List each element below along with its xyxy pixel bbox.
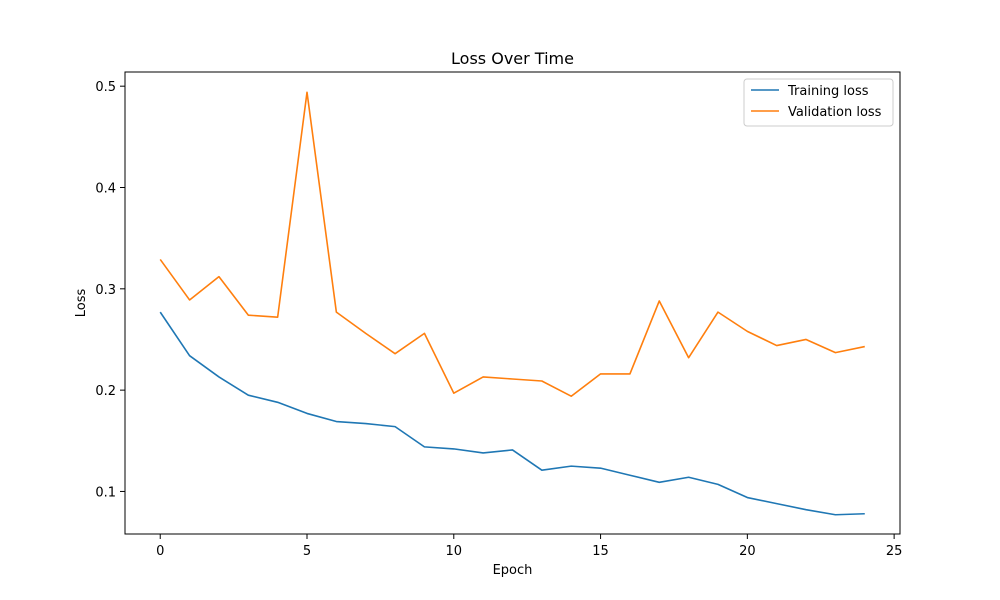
y-tick-label: 0.5 bbox=[95, 80, 116, 95]
y-tick-label: 0.4 bbox=[95, 182, 116, 197]
legend: Training loss Validation loss bbox=[743, 78, 894, 127]
y-tick-label: 0.2 bbox=[95, 384, 116, 399]
x-tick-label: 25 bbox=[886, 544, 903, 559]
legend-label: Validation loss bbox=[788, 105, 882, 120]
legend-label: Training loss bbox=[787, 84, 869, 99]
y-axis-label: Loss bbox=[74, 289, 89, 318]
x-axis-label: Epoch bbox=[493, 563, 533, 578]
x-tick-label: 15 bbox=[592, 544, 609, 559]
plot-area: 0 5 10 15 20 25 0.1 0.2 0.3 0.4 0.5 bbox=[95, 71, 903, 559]
x-tick-label: 5 bbox=[303, 544, 311, 559]
x-tick-label: 20 bbox=[739, 544, 756, 559]
y-tick-label: 0.1 bbox=[95, 485, 116, 500]
x-tick-label: 10 bbox=[446, 544, 463, 559]
x-tick-label: 0 bbox=[156, 544, 164, 559]
series-line-training-loss bbox=[159, 311, 865, 516]
series-line-validation-loss bbox=[159, 91, 865, 398]
legend-box bbox=[743, 78, 894, 127]
y-tick-label: 0.3 bbox=[95, 283, 116, 298]
axes-frame bbox=[124, 71, 901, 535]
chart-title: Loss Over Time bbox=[451, 49, 574, 68]
